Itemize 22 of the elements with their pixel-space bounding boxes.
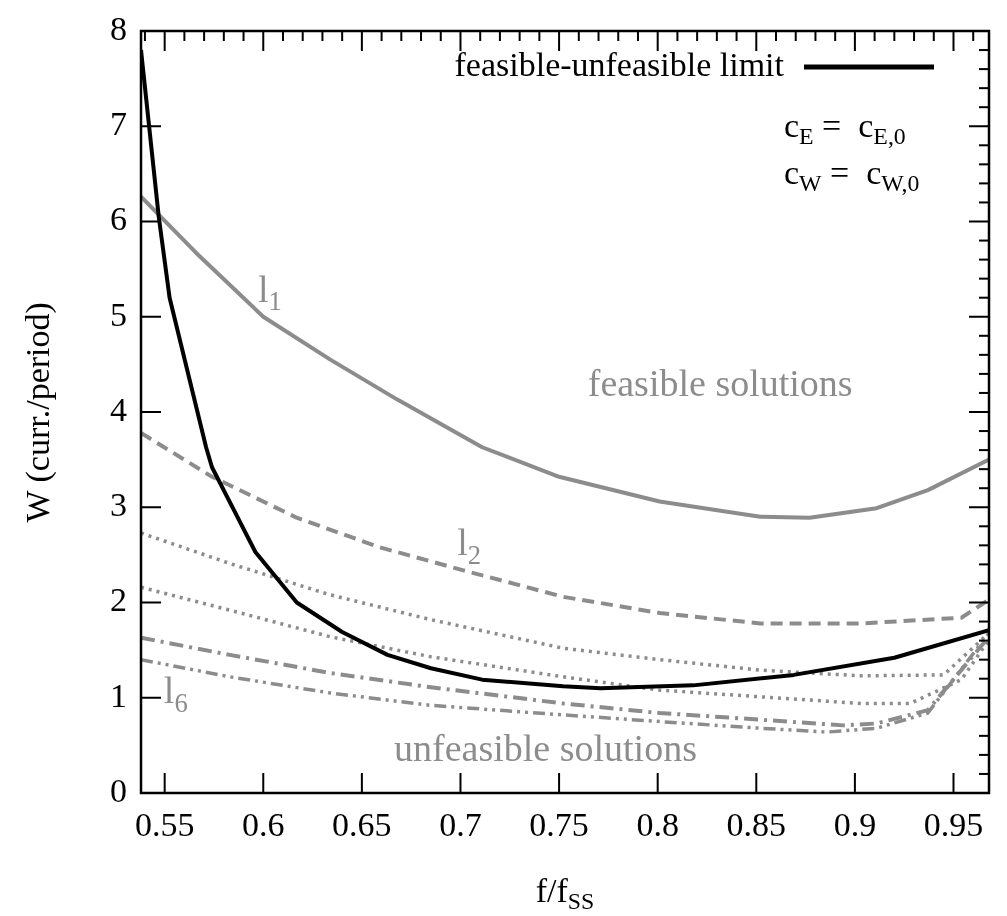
- y-tick-label: 1: [110, 676, 127, 714]
- y-tick-label: 2: [110, 581, 127, 619]
- y-tick-label: 0: [110, 771, 127, 809]
- y-tick-label: 5: [110, 295, 127, 333]
- x-tick-label: 0.95: [923, 805, 984, 843]
- y-tick-label: 8: [110, 9, 127, 47]
- annotation: feasible solutions: [587, 362, 853, 405]
- y-axis-title: W (curr./period): [18, 302, 57, 523]
- legend-label: feasible-unfeasible limit: [454, 45, 785, 83]
- y-tick-label: 6: [110, 200, 127, 238]
- annotation: unfeasible solutions: [394, 727, 697, 770]
- x-tick-label: 0.6: [242, 805, 285, 843]
- y-tick-label: 4: [110, 390, 127, 428]
- y-tick-label: 7: [110, 105, 127, 143]
- x-tick-label: 0.7: [439, 805, 482, 843]
- x-tick-label: 0.55: [134, 805, 195, 843]
- x-tick-label: 0.75: [529, 805, 589, 843]
- x-tick-label: 0.9: [833, 805, 877, 843]
- x-tick-label: 0.65: [332, 805, 392, 843]
- x-tick-label: 0.8: [636, 805, 679, 843]
- x-tick-label: 0.85: [726, 805, 787, 843]
- y-tick-label: 3: [110, 486, 127, 524]
